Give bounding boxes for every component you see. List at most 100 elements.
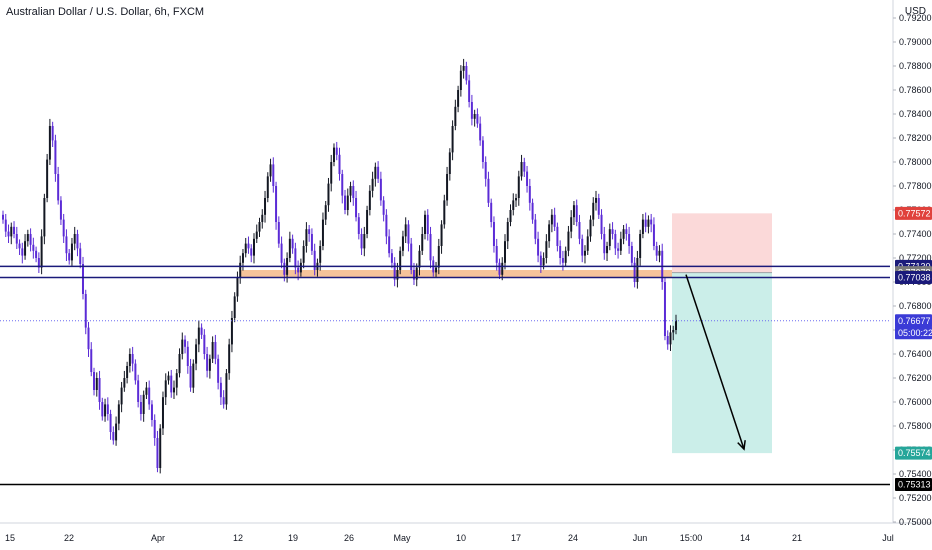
candle-body xyxy=(131,354,134,364)
price-label-box xyxy=(895,206,932,220)
candle-body xyxy=(225,373,228,405)
candle-body xyxy=(48,126,51,160)
candle-body xyxy=(355,198,358,218)
y-tick-label: 0.75000 xyxy=(899,517,932,527)
candle-body xyxy=(617,248,620,251)
x-tick-label: 17 xyxy=(511,533,521,543)
candle-body xyxy=(153,420,156,438)
candle-body xyxy=(13,226,16,234)
candle-body xyxy=(421,234,424,251)
candle-body xyxy=(206,354,209,371)
y-tick-label: 0.75200 xyxy=(899,493,932,503)
candle-body xyxy=(335,147,338,155)
candle-body xyxy=(484,162,487,179)
zones-layer xyxy=(240,213,772,454)
candle-body xyxy=(459,70,462,90)
candle-body xyxy=(134,363,137,381)
candle-body xyxy=(470,102,473,119)
y-tick-label: 0.77200 xyxy=(899,253,932,263)
candle-body xyxy=(310,234,313,251)
candle-body xyxy=(81,264,84,294)
candle-body xyxy=(501,262,504,275)
candle-body xyxy=(65,236,68,254)
candle-body xyxy=(404,224,407,237)
x-tick-label: Apr xyxy=(151,533,165,543)
candle-body xyxy=(104,404,107,417)
candle-body xyxy=(666,336,669,345)
candle-body xyxy=(556,226,559,246)
candle-body xyxy=(363,234,366,249)
candle-body xyxy=(382,200,385,215)
candle-body xyxy=(600,214,603,234)
candle-body xyxy=(415,267,418,280)
candle-body xyxy=(542,258,545,266)
candle-body xyxy=(539,255,542,266)
candle-body xyxy=(520,162,523,177)
candle-body xyxy=(468,80,471,102)
candle-body xyxy=(368,190,371,210)
candle-body xyxy=(156,438,159,468)
candle-body xyxy=(506,222,509,242)
candle-body xyxy=(241,253,244,263)
candle-body xyxy=(424,214,427,234)
y-tick-label: 0.76200 xyxy=(899,373,932,383)
candle-body xyxy=(275,186,278,222)
candle-body xyxy=(139,402,142,414)
x-tick-label: 26 xyxy=(344,533,354,543)
candle-body xyxy=(655,246,658,256)
candle-body xyxy=(288,238,291,258)
candle-body xyxy=(305,229,308,246)
candle-body xyxy=(379,178,382,201)
candle-body xyxy=(385,214,388,237)
candle-body xyxy=(517,176,520,198)
candle-body xyxy=(228,344,231,374)
candle-body xyxy=(630,246,633,263)
candle-body xyxy=(203,334,206,354)
candle-body xyxy=(161,397,164,429)
candle-body xyxy=(410,243,413,270)
price-label-box xyxy=(895,270,932,284)
price-label-text: 0.77572 xyxy=(898,208,931,218)
candle-body xyxy=(40,236,43,268)
candle-body xyxy=(675,320,677,330)
candle-body xyxy=(84,294,87,328)
candle-body xyxy=(109,414,112,432)
candle-body xyxy=(550,214,553,225)
candle-body xyxy=(24,241,27,256)
candle-body xyxy=(412,270,415,280)
candle-body xyxy=(586,236,589,251)
candle-body xyxy=(21,248,24,256)
take-profit-zone xyxy=(672,272,772,454)
candle-body xyxy=(173,387,176,393)
candle-body xyxy=(76,234,79,249)
candle-body xyxy=(142,394,145,414)
candle-body xyxy=(633,262,636,282)
candle-body xyxy=(57,174,60,201)
candle-body xyxy=(495,246,498,263)
candle-body xyxy=(457,90,460,107)
candle-body xyxy=(214,342,217,359)
currency-label[interactable]: USD xyxy=(904,6,926,17)
price-label-text: 0.76677 xyxy=(898,316,931,326)
price-label-text: 0.77038 xyxy=(898,272,931,282)
y-tick-label: 0.78800 xyxy=(899,61,932,71)
price-labels-layer: 0.775720.771300.770780.770380.7667705:00… xyxy=(895,206,932,491)
candle-body xyxy=(73,234,76,244)
candle-body xyxy=(352,186,355,198)
candle-body xyxy=(93,372,96,390)
candle-body xyxy=(112,432,115,441)
candle-body xyxy=(465,66,468,81)
resistance-zone xyxy=(240,270,772,278)
candle-body xyxy=(189,366,192,388)
candle-body xyxy=(321,219,324,246)
x-tick-label: 12 xyxy=(233,533,243,543)
y-tick-label: 0.76400 xyxy=(899,349,932,359)
candle-body xyxy=(512,200,515,210)
candle-body xyxy=(200,327,203,335)
candle-body xyxy=(181,339,184,354)
candle-body xyxy=(59,200,62,220)
candle-body xyxy=(561,258,564,263)
candle-body xyxy=(393,262,396,280)
candle-body xyxy=(503,241,506,263)
